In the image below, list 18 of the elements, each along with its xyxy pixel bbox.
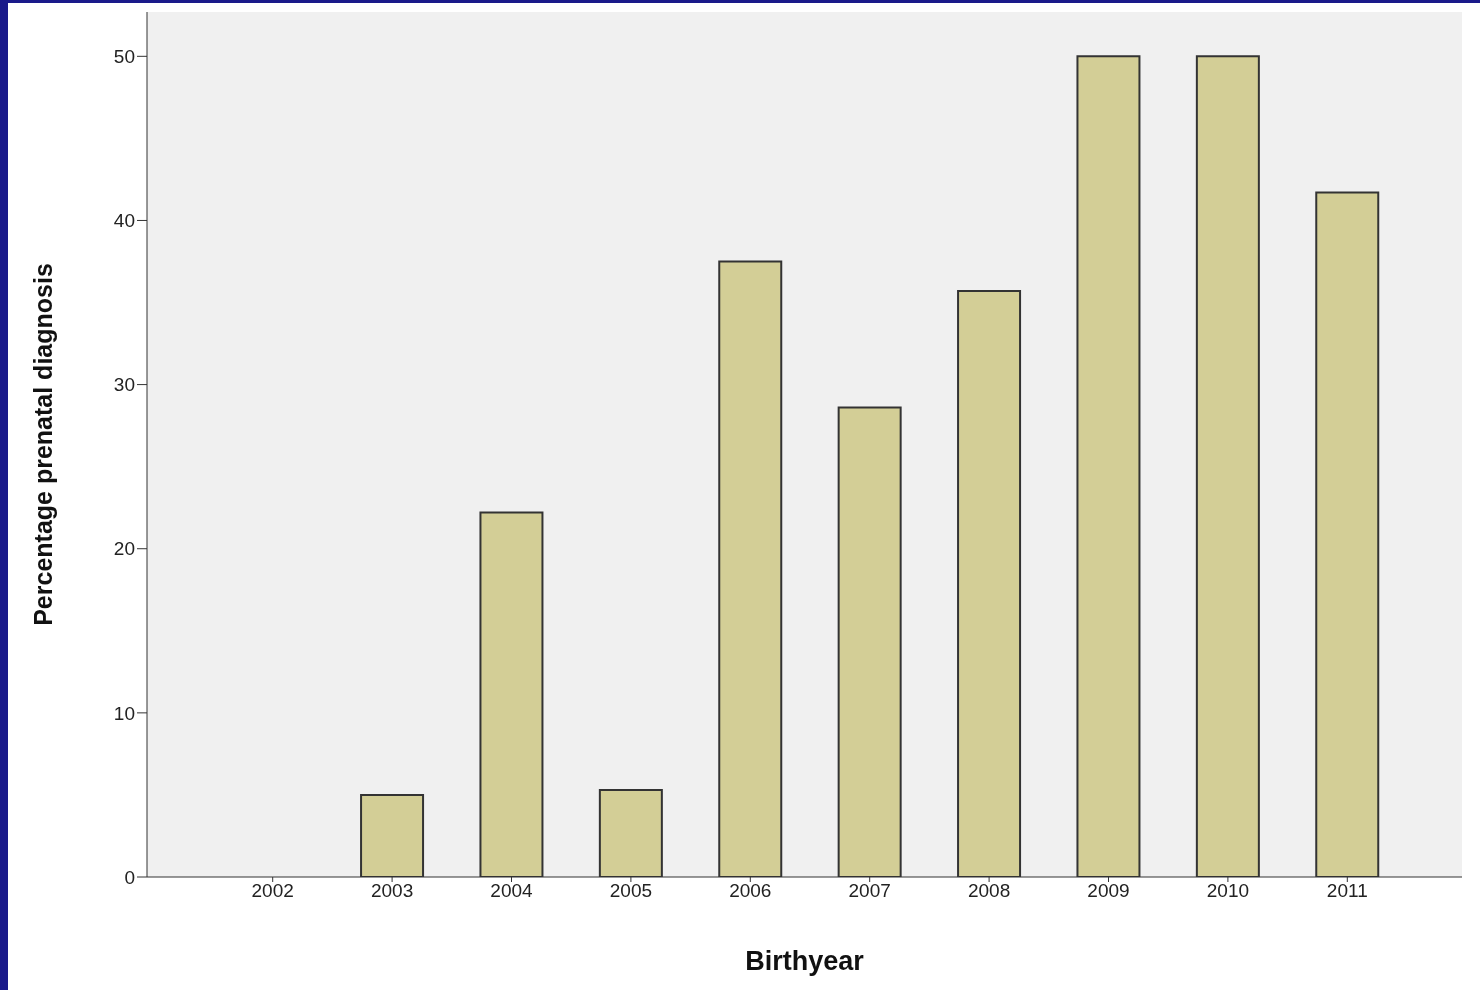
x-axis-title: Birthyear (745, 946, 865, 976)
x-tick-label: 2006 (729, 880, 772, 902)
y-tick-label: 50 (113, 46, 135, 68)
x-tick-label: 2007 (848, 880, 891, 902)
y-axis-title: Percentage prenatal diagnosis (28, 263, 57, 626)
y-tick-label: 20 (113, 538, 135, 560)
x-tick-label: 2008 (967, 880, 1011, 902)
y-tick-label: 10 (113, 702, 135, 724)
x-tick-label: 2011 (1326, 880, 1368, 902)
x-tick-label: 2009 (1087, 880, 1130, 902)
x-tick-label: 2004 (490, 880, 534, 902)
x-tick-label: 2003 (370, 880, 414, 902)
x-tick-label: 2010 (1206, 880, 1250, 902)
y-tick-label: 40 (113, 210, 135, 232)
x-tick-label: 2005 (609, 880, 653, 902)
y-tick-label: 0 (124, 866, 135, 888)
x-tick-label: 2002 (251, 880, 294, 902)
y-tick-label: 30 (113, 374, 135, 396)
